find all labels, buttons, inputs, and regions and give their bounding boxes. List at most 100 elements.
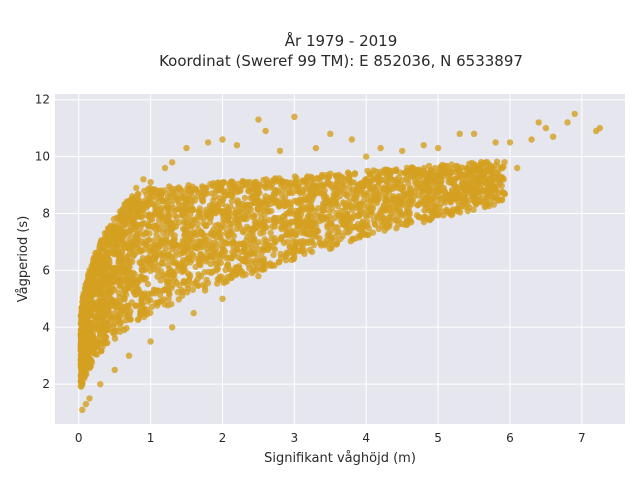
scatter-point-2609	[271, 238, 278, 245]
scatter-point-2948	[495, 197, 502, 204]
scatter-point-2727	[205, 268, 212, 276]
scatter-point-2839	[146, 296, 154, 304]
scatter-point-2543	[174, 289, 181, 296]
scatter-point-2953	[333, 200, 340, 207]
scatter-point-2400	[136, 240, 143, 248]
scatter-point-2994	[81, 324, 89, 331]
scatter-point-3159	[148, 224, 156, 231]
scatter-point-3128	[151, 186, 159, 193]
scatter-point-3124	[492, 189, 499, 196]
scatter-point-3053	[78, 371, 85, 379]
scatter-point-3083	[440, 212, 447, 219]
scatter-point-2743	[225, 214, 232, 221]
scatter-point-3042	[105, 274, 113, 281]
scatter-point-3153	[321, 201, 328, 208]
scatter-point-2504	[283, 230, 290, 237]
scatter-point-3074	[414, 179, 421, 186]
scatter-point-2178	[405, 176, 412, 183]
scatter-point-2916	[343, 203, 350, 211]
scatter-point-3191	[302, 196, 310, 204]
scatter-point-3121	[80, 296, 88, 303]
scatter-point-3080	[454, 174, 461, 181]
scatter-point-3255	[434, 187, 442, 194]
scatter-point-2730	[271, 215, 278, 222]
scatter-point-3222	[312, 144, 320, 152]
scatter-point-1310	[190, 229, 197, 236]
scatter-point-1224	[356, 211, 363, 218]
scatter-point-2897	[358, 179, 365, 187]
scatter-point-1960	[272, 178, 279, 185]
scatter-point-2923	[107, 325, 114, 332]
scatter-point-2690	[228, 228, 235, 235]
scatter-point-3009	[278, 235, 285, 242]
scatter-point-3077	[403, 164, 411, 171]
scatter-point-2929	[214, 186, 221, 193]
scatter-point-2701	[290, 245, 297, 252]
scatter-point-3163	[168, 224, 175, 231]
scatter-point-2729	[204, 209, 211, 216]
scatter-point-3119	[335, 211, 343, 218]
scatter-point-2968	[275, 202, 282, 209]
x-tick-label-2: 2	[219, 431, 227, 445]
scatter-point-2890	[109, 265, 116, 272]
scatter-point-3011	[468, 168, 475, 175]
scatter-point-3138	[117, 236, 124, 244]
scatter-point-3147	[242, 271, 249, 278]
scatter-point-3182	[282, 225, 289, 232]
scatter-point-2418	[392, 217, 399, 224]
scatter-point-3029	[262, 193, 269, 200]
scatter-point-3192	[442, 162, 449, 170]
scatter-point-3251	[291, 253, 298, 260]
scatter-point-2089	[371, 220, 378, 227]
scatter-point-3164	[382, 166, 389, 173]
scatter-point-2610	[212, 257, 219, 264]
scatter-point-1219	[498, 182, 505, 190]
scatter-point-2538	[407, 190, 415, 198]
scatter-point-2401	[326, 208, 333, 215]
scatter-point-3120	[292, 232, 299, 239]
scatter-point-2313	[310, 232, 318, 240]
scatter-point-3247	[169, 324, 176, 331]
scatter-point-2688	[291, 197, 298, 204]
scatter-point-2066	[192, 263, 199, 271]
scatter-point-509	[111, 335, 119, 342]
scatter-point-3199	[152, 242, 159, 249]
scatter-point-2814	[437, 200, 445, 207]
scatter-point-3243	[97, 381, 104, 388]
scatter-point-3154	[202, 188, 209, 195]
scatter-point-3190	[279, 178, 286, 185]
scatter-point-3103	[250, 223, 258, 231]
scatter-point-3256	[470, 176, 478, 183]
scatter-point-1328	[134, 190, 142, 197]
scatter-point-2741	[188, 235, 196, 243]
scatter-point-3084	[370, 183, 377, 190]
scatter-point-2434	[261, 222, 268, 229]
scatter-point-3118	[92, 302, 99, 310]
scatter-point-2871	[131, 251, 138, 258]
scatter-point-3208	[125, 198, 133, 206]
scatter-point-2950	[349, 224, 357, 231]
scatter-point-3012	[448, 209, 455, 216]
scatter-point-2855	[146, 244, 154, 251]
scatter-point-1127	[369, 229, 377, 236]
scatter-point-3072	[405, 207, 412, 215]
scatter-point-2956	[453, 185, 460, 192]
scatter-point-2973	[227, 273, 235, 280]
scatter-point-2872	[374, 197, 381, 204]
scatter-point-217	[162, 245, 170, 252]
scatter-point-3076	[171, 212, 179, 219]
scatter-point-1764	[167, 230, 175, 238]
scatter-point-3200	[79, 406, 86, 413]
scatter-point-3066	[392, 167, 399, 174]
scatter-point-3160	[234, 220, 241, 228]
scatter-point-2383	[386, 184, 393, 191]
scatter-point-3185	[108, 316, 115, 323]
scatter-point-2812	[134, 235, 141, 242]
scatter-point-2868	[145, 197, 152, 204]
scatter-point-3059	[134, 277, 141, 284]
scatter-point-1252	[270, 251, 277, 259]
scatter-point-247	[241, 194, 249, 202]
scatter-point-2571	[380, 184, 387, 191]
scatter-point-3239	[571, 110, 578, 118]
